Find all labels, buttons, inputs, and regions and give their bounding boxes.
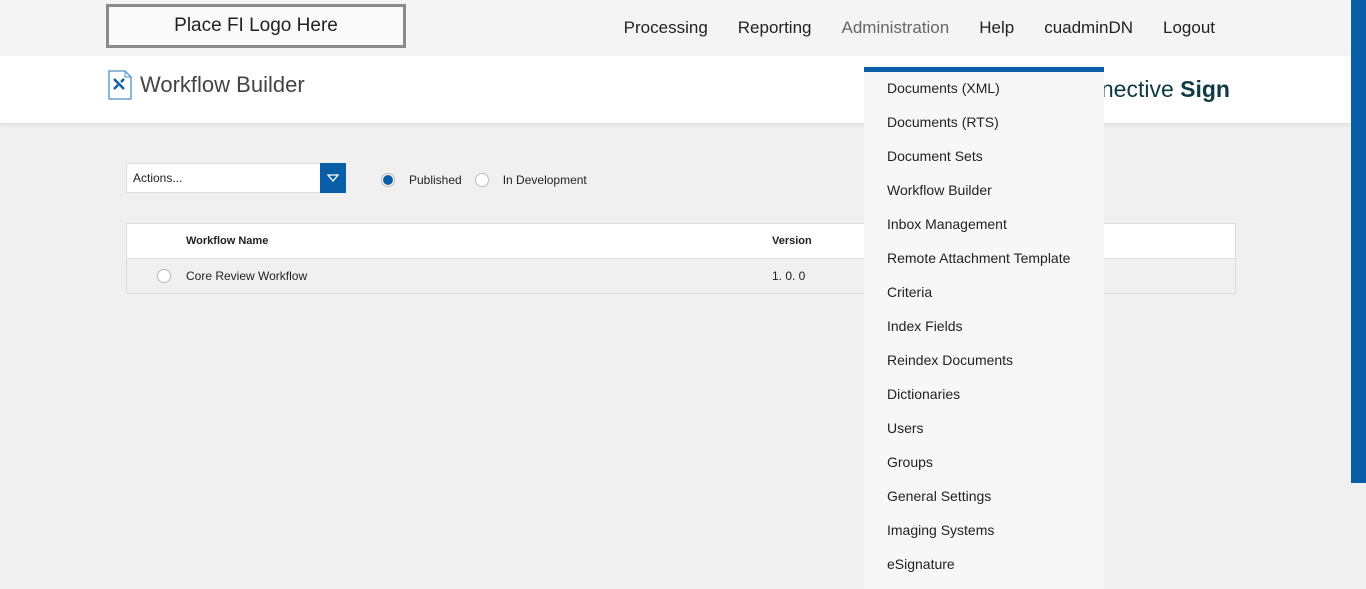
scrollbar[interactable] — [1351, 0, 1366, 483]
chevron-down-icon[interactable] — [320, 163, 346, 193]
menu-item-users[interactable]: Users — [887, 420, 924, 436]
menu-item-workflow-builder[interactable]: Workflow Builder — [887, 182, 992, 198]
actions-select[interactable]: Actions... — [126, 163, 346, 193]
page-title: Workflow Builder — [140, 72, 305, 97]
in-development-radio[interactable] — [474, 173, 489, 187]
page-header: Workflow Builder nective Sign — [0, 56, 1351, 123]
menu-item-general-settings[interactable]: General Settings — [887, 488, 992, 504]
menu-item-imaging-systems[interactable]: Imaging Systems — [887, 522, 995, 538]
menu-item-reindex-documents[interactable]: Reindex Documents — [887, 352, 1014, 368]
nav-processing[interactable]: Processing — [623, 18, 708, 37]
brand-text: nective — [1100, 76, 1174, 102]
menu-item-documents-xml[interactable]: Documents (XML) — [887, 80, 1000, 96]
menu-item-remote-attachment-template[interactable]: Remote Attachment Template — [887, 250, 1071, 266]
status-filter: Published In Development — [381, 173, 587, 187]
logo-placeholder: Place FI Logo Here — [106, 4, 406, 48]
nav-user[interactable]: cuadminDN — [1044, 18, 1133, 37]
top-bar: Place FI Logo Here Processing Reporting … — [0, 0, 1351, 56]
menu-item-criteria[interactable]: Criteria — [887, 284, 933, 300]
menu-item-dictionaries[interactable]: Dictionaries — [887, 386, 961, 402]
published-label[interactable]: Published — [409, 173, 462, 187]
column-version[interactable]: Version — [772, 235, 812, 247]
menu-item-documents-rts[interactable]: Documents (RTS) — [887, 114, 999, 130]
menu-item-inbox-management[interactable]: Inbox Management — [887, 216, 1007, 232]
nav-help[interactable]: Help — [979, 18, 1015, 37]
workflow-version: 1. 0. 0 — [772, 269, 806, 283]
workflow-builder-icon — [108, 70, 132, 100]
nav-administration[interactable]: Administration — [841, 18, 950, 37]
row-select-radio[interactable] — [157, 269, 171, 283]
brand-text-bold: Sign — [1180, 76, 1230, 102]
menu-item-esignature[interactable]: eSignature — [887, 556, 955, 572]
nav-logout[interactable]: Logout — [1163, 18, 1215, 37]
workflow-name: Core Review Workflow — [186, 269, 308, 283]
in-development-label[interactable]: In Development — [502, 173, 587, 187]
administration-dropdown: Documents (XML) Documents (RTS) Document… — [864, 67, 1104, 589]
actions-label: Actions... — [133, 171, 183, 185]
main-nav: Processing Reporting Administration Help… — [624, 0, 1215, 56]
menu-item-groups[interactable]: Groups — [887, 454, 933, 470]
menu-item-document-sets[interactable]: Document Sets — [887, 148, 983, 164]
menu-item-index-fields[interactable]: Index Fields — [887, 318, 963, 334]
published-radio[interactable] — [381, 173, 395, 187]
brand-logo: nective Sign — [1101, 76, 1230, 103]
column-workflow-name[interactable]: Workflow Name — [186, 235, 269, 247]
nav-reporting[interactable]: Reporting — [737, 18, 812, 37]
